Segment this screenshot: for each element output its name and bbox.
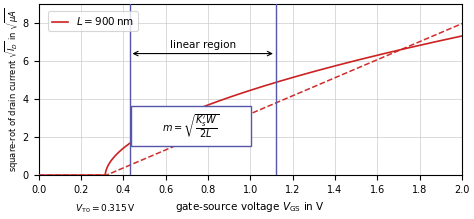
Bar bbox=[131, 106, 251, 146]
$L = 900\,\mathrm{nm}$ bbox=[84, 174, 90, 177]
Y-axis label: square-rot of drain current $\sqrt{I_D}$ in $\sqrt{\mu A}$: square-rot of drain current $\sqrt{I_D}$… bbox=[4, 8, 21, 172]
$L = 900\,\mathrm{nm}$ bbox=[459, 35, 465, 37]
Text: $m = \sqrt{\dfrac{K_s^\prime W}{2L}}$: $m = \sqrt{\dfrac{K_s^\prime W}{2L}}$ bbox=[162, 113, 220, 140]
$L = 900\,\mathrm{nm}$ bbox=[405, 47, 411, 49]
Legend: $L = 900\,\mathrm{nm}$: $L = 900\,\mathrm{nm}$ bbox=[48, 11, 138, 31]
$L = 900\,\mathrm{nm}$ bbox=[109, 158, 115, 161]
X-axis label: gate-source voltage $V_{\mathrm{GS}}$ in V: gate-source voltage $V_{\mathrm{GS}}$ in… bbox=[175, 200, 325, 214]
Text: $V_{\mathrm{T0}} = 0.315\,\mathrm{V}$: $V_{\mathrm{T0}} = 0.315\,\mathrm{V}$ bbox=[75, 203, 136, 215]
$L = 900\,\mathrm{nm}$ bbox=[217, 99, 222, 102]
$L = 900\,\mathrm{nm}$ bbox=[198, 106, 204, 109]
Line: $L = 900\,\mathrm{nm}$: $L = 900\,\mathrm{nm}$ bbox=[38, 36, 462, 175]
$L = 900\,\mathrm{nm}$ bbox=[36, 174, 41, 177]
Text: linear region: linear region bbox=[170, 40, 236, 50]
$L = 900\,\mathrm{nm}$ bbox=[451, 36, 456, 39]
